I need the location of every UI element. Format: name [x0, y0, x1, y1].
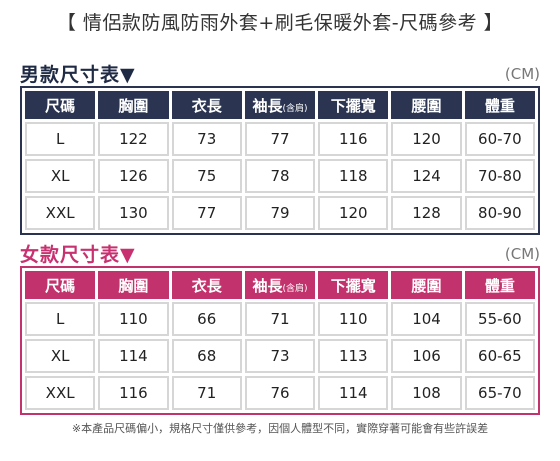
table-cell: 114: [98, 339, 169, 373]
table-cell: 73: [171, 122, 242, 156]
table-cell: 104: [391, 302, 462, 336]
table-cell: 122: [98, 122, 169, 156]
table-cell: 73: [244, 339, 316, 373]
table-cell: 70-80: [464, 159, 535, 193]
men-section-title: 男款尺寸表▼: [20, 64, 136, 86]
sleeve-label: 袖長: [252, 96, 283, 115]
col-header-weight: 體重: [464, 271, 535, 299]
women-header-row: 尺碼 胸圍 衣長 袖長(含肩) 下擺寬 腰圍 體重: [25, 271, 535, 299]
men-header-row: 尺碼 胸圍 衣長 袖長(含肩) 下擺寬 腰圍 體重: [25, 91, 535, 119]
table-cell: 130: [98, 196, 169, 230]
col-header-hem: 下擺寬: [318, 91, 389, 119]
table-cell: 110: [98, 302, 169, 336]
women-unit-label: (CM): [504, 245, 540, 263]
table-cell: 60-70: [464, 122, 535, 156]
table-row: XL 114 68 73 113 106 60-65: [25, 339, 535, 373]
table-cell: XXL: [25, 196, 96, 230]
table-row: L 110 66 71 110 104 55-60: [25, 302, 535, 336]
table-cell: 120: [318, 196, 389, 230]
table-cell: 78: [244, 159, 316, 193]
col-header-sleeve: 袖長(含肩): [244, 91, 316, 119]
table-row: XL 126 75 78 118 124 70-80: [25, 159, 535, 193]
table-cell: 68: [171, 339, 242, 373]
men-size-section: 男款尺寸表▼ (CM) 尺碼 胸圍 衣長 袖長(含肩) 下擺寬 腰圍 體重 L …: [20, 60, 540, 235]
table-cell: 114: [318, 376, 389, 410]
table-cell: 126: [98, 159, 169, 193]
table-cell: 116: [318, 122, 389, 156]
sleeve-label: 袖長: [252, 276, 283, 295]
women-size-table: 尺碼 胸圍 衣長 袖長(含肩) 下擺寬 腰圍 體重 L 110 66 71 11…: [20, 266, 540, 415]
table-cell: 71: [171, 376, 242, 410]
table-cell: 79: [244, 196, 316, 230]
table-cell: 128: [391, 196, 462, 230]
col-header-waist: 腰圍: [391, 91, 462, 119]
table-cell: L: [25, 302, 96, 336]
col-header-length: 衣長: [171, 271, 242, 299]
col-header-waist: 腰圍: [391, 271, 462, 299]
table-cell: 77: [244, 122, 316, 156]
table-cell: 77: [171, 196, 242, 230]
footnote: ※本產品尺碼偏小，規格尺寸僅供參考，因個人體型不同，實際穿著可能會有些許誤差: [71, 422, 489, 435]
col-header-weight: 體重: [464, 91, 535, 119]
sleeve-note: (含肩): [282, 103, 308, 114]
col-header-hem: 下擺寬: [318, 271, 389, 299]
women-size-section: 女款尺寸表▼ (CM) 尺碼 胸圍 衣長 袖長(含肩) 下擺寬 腰圍 體重 L …: [20, 240, 540, 415]
col-header-size: 尺碼: [25, 91, 96, 119]
table-cell: XXL: [25, 376, 96, 410]
table-cell: 71: [244, 302, 316, 336]
table-cell: XL: [25, 159, 96, 193]
table-row: XXL 130 77 79 120 128 80-90: [25, 196, 535, 230]
table-cell: 76: [244, 376, 316, 410]
table-cell: 124: [391, 159, 462, 193]
table-cell: 106: [391, 339, 462, 373]
col-header-size: 尺碼: [25, 271, 96, 299]
table-cell: 116: [98, 376, 169, 410]
table-cell: 110: [318, 302, 389, 336]
table-cell: 65-70: [464, 376, 535, 410]
page-title: 【 情侶款防風防雨外套+刷毛保暖外套-尺碼參考 】: [56, 12, 504, 34]
col-header-chest: 胸圍: [98, 91, 169, 119]
table-cell: 60-65: [464, 339, 535, 373]
table-cell: 108: [391, 376, 462, 410]
men-unit-label: (CM): [504, 65, 540, 83]
table-cell: 66: [171, 302, 242, 336]
table-cell: 118: [318, 159, 389, 193]
col-header-chest: 胸圍: [98, 271, 169, 299]
table-cell: 80-90: [464, 196, 535, 230]
table-cell: L: [25, 122, 96, 156]
col-header-sleeve: 袖長(含肩): [244, 271, 316, 299]
table-cell: 113: [318, 339, 389, 373]
table-cell: 75: [171, 159, 242, 193]
table-cell: 120: [391, 122, 462, 156]
men-size-table: 尺碼 胸圍 衣長 袖長(含肩) 下擺寬 腰圍 體重 L 122 73 77 11…: [20, 86, 540, 235]
table-cell: 55-60: [464, 302, 535, 336]
table-row: L 122 73 77 116 120 60-70: [25, 122, 535, 156]
table-cell: XL: [25, 339, 96, 373]
women-section-title: 女款尺寸表▼: [20, 244, 136, 266]
table-row: XXL 116 71 76 114 108 65-70: [25, 376, 535, 410]
col-header-length: 衣長: [171, 91, 242, 119]
sleeve-note: (含肩): [282, 283, 308, 294]
